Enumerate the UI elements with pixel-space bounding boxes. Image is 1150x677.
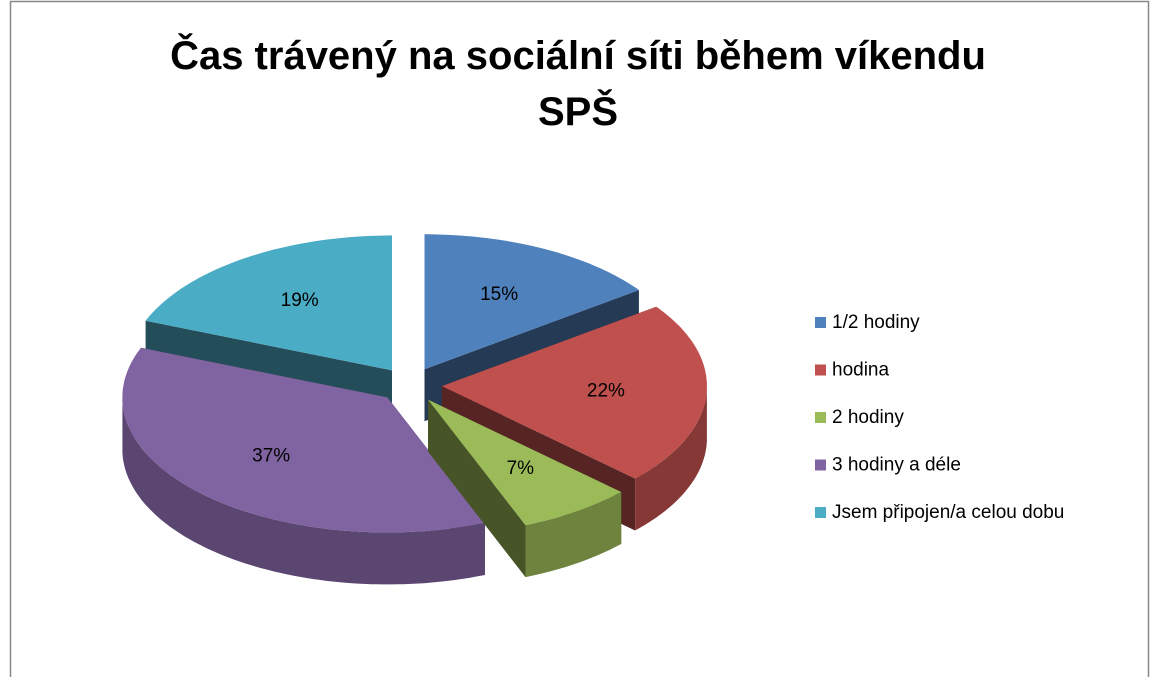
slice-outer-wall [635, 386, 707, 531]
legend-swatch [815, 507, 826, 518]
legend-label: 2 hodiny [832, 407, 904, 428]
data-label: 22% [587, 380, 625, 401]
pie-slice [424, 234, 639, 370]
legend-swatch [815, 412, 826, 423]
legend-swatch [815, 364, 826, 376]
slice-outer-wall [525, 492, 622, 578]
legend-swatch [815, 317, 826, 328]
legend-label: 1/2 hodiny [832, 312, 920, 333]
slice-outer-wall [122, 397, 485, 585]
pie-slice [145, 235, 392, 371]
data-label: 19% [281, 290, 319, 311]
pie-slice-group: 37% [122, 347, 485, 585]
pie-slice [441, 306, 707, 479]
data-label: 15% [480, 284, 518, 305]
legend-label: Jsem připojen/a celou dobu [832, 502, 1064, 523]
data-label: 7% [507, 458, 535, 479]
legend-swatch [815, 459, 826, 471]
pie-slice-group: 7% [428, 399, 622, 578]
pie-slice [428, 399, 622, 526]
chart-title: Čas trávený na sociální síti během víken… [170, 34, 986, 134]
data-label: 37% [252, 446, 290, 467]
slice-radial-side [428, 399, 526, 578]
legend-label: 3 hodiny a déle [832, 455, 961, 476]
pie-slice [122, 347, 485, 533]
legend-label: hodina [832, 360, 889, 381]
